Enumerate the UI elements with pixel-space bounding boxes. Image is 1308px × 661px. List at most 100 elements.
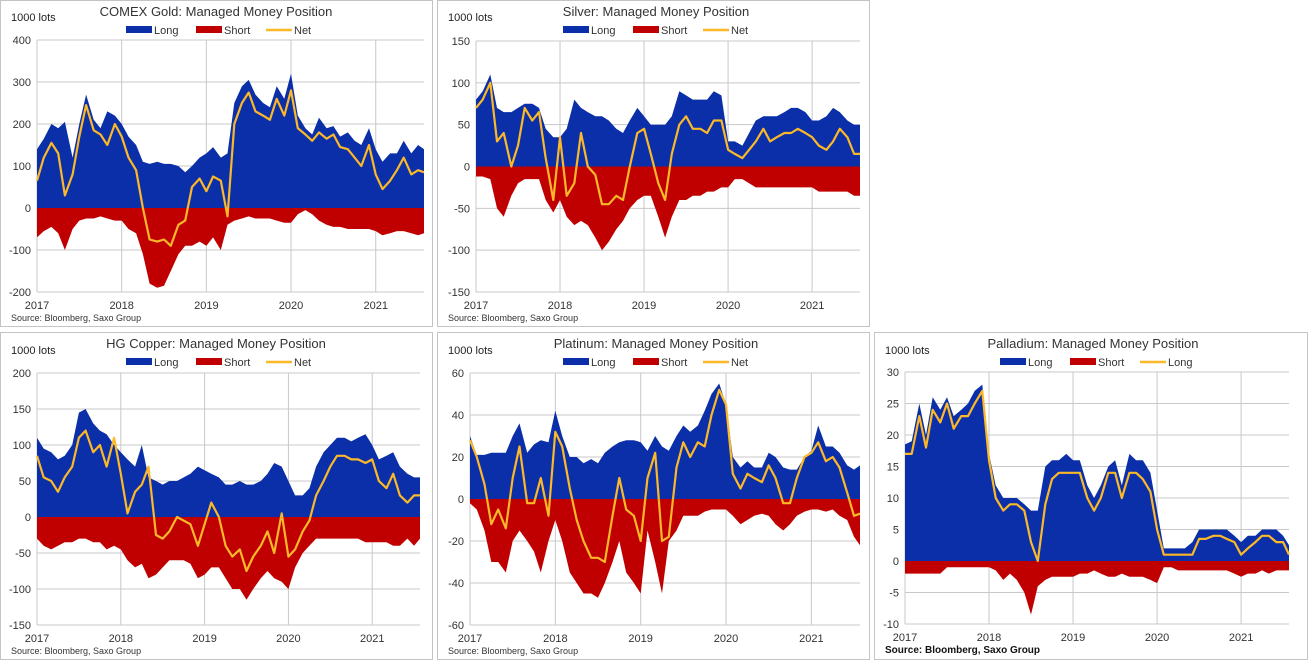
legend-item-long: Long (126, 25, 178, 37)
legend-item-short: Short (1070, 357, 1124, 369)
area-long (37, 409, 420, 517)
y-tick-label: 100 (13, 440, 31, 452)
x-tick-label: 2019 (1061, 632, 1085, 644)
legend-item-long: Long (126, 357, 178, 369)
y-tick-label: 0 (893, 556, 899, 568)
y-tick-label: 5 (893, 525, 899, 537)
legend-label: Net (294, 357, 311, 369)
y-tick-label: 0 (25, 512, 31, 524)
legend-swatch (563, 358, 589, 365)
legend-swatch (633, 358, 659, 365)
unit-label: 1000 lots (11, 12, 56, 24)
y-tick-label: -100 (448, 245, 470, 257)
y-tick-label: 40 (452, 410, 464, 422)
chart-title: HG Copper: Managed Money Position (106, 336, 326, 351)
y-tick-label: 60 (452, 368, 464, 380)
chart-panel-palladium: Palladium: Managed Money Position 1000 lo… (874, 332, 1308, 660)
x-tick-label: 2021 (799, 633, 823, 645)
y-tick-label: 15 (887, 462, 899, 474)
legend-swatch (196, 26, 222, 33)
legend-label: Long (591, 25, 615, 37)
legend-label: Short (1098, 357, 1124, 369)
legend-label: Net (731, 25, 748, 37)
legend-item-short: Short (633, 357, 687, 369)
x-tick-label: 2018 (109, 300, 133, 312)
x-tick-label: 2020 (276, 633, 300, 645)
area-short (37, 208, 424, 288)
y-tick-label: 0 (458, 494, 464, 506)
y-tick-label: -5 (889, 588, 899, 600)
x-tick-label: 2017 (25, 633, 49, 645)
legend-label: Long (591, 357, 615, 369)
y-tick-label: -150 (9, 620, 31, 632)
unit-label: 1000 lots (448, 12, 493, 24)
chart-title: Platinum: Managed Money Position (554, 336, 759, 351)
y-tick-label: 100 (452, 78, 470, 90)
area-long (905, 384, 1289, 561)
legend-label: Net (731, 357, 748, 369)
area-long (37, 73, 424, 208)
source-note: Source: Bloomberg, Saxo Group (885, 645, 1040, 656)
chart-palladium: Palladium: Managed Money Position 1000 lo… (883, 336, 1290, 656)
legend-item-short: Short (633, 25, 687, 37)
y-tick-label: 200 (13, 368, 31, 380)
chart-panel-platinum: Platinum: Managed Money Position 1000 lot… (437, 332, 870, 660)
legend-label: Long (154, 25, 178, 37)
legend-swatch (1000, 358, 1026, 365)
x-tick-label: 2019 (628, 633, 652, 645)
legend-label: Short (224, 357, 250, 369)
legend-item-long: Long (563, 25, 615, 37)
chart-gold: COMEX Gold: Managed Money Position 1000 l… (9, 4, 425, 323)
legend-item-long: Long (1000, 357, 1052, 369)
legend-item-long: Long (563, 357, 615, 369)
y-tick-label: 25 (887, 399, 899, 411)
legend-item-net: Net (703, 25, 748, 37)
y-tick-label: -20 (448, 536, 464, 548)
line-net (35, 429, 420, 573)
unit-label: 1000 lots (885, 345, 930, 357)
legend-swatch (633, 26, 659, 33)
x-tick-label: 2020 (1145, 632, 1169, 644)
unit-label: 1000 lots (11, 345, 56, 357)
legend-swatch (196, 358, 222, 365)
y-tick-label: -60 (448, 620, 464, 632)
y-tick-label: 400 (13, 35, 31, 47)
x-tick-label: 2021 (360, 633, 384, 645)
legend-swatch (563, 26, 589, 33)
x-tick-label: 2018 (977, 632, 1001, 644)
line-net (35, 89, 425, 247)
chart-title: Silver: Managed Money Position (563, 4, 749, 19)
line-net (905, 389, 1290, 563)
x-tick-label: 2019 (192, 633, 216, 645)
area-short (37, 517, 420, 600)
source-note: Source: Bloomberg, Saxo Group (448, 646, 578, 656)
y-tick-label: -50 (454, 203, 470, 215)
y-tick-label: -200 (9, 287, 31, 299)
line-net (475, 81, 860, 206)
area-short (470, 499, 860, 598)
y-tick-label: 10 (887, 493, 899, 505)
legend-item-net: Net (266, 25, 311, 37)
y-tick-label: 50 (19, 476, 31, 488)
x-tick-label: 2020 (714, 633, 738, 645)
y-tick-label: 20 (887, 430, 899, 442)
legend-item-long: Long (1140, 357, 1192, 369)
area-long (470, 383, 860, 499)
y-tick-label: -50 (15, 548, 31, 560)
chart-panel-copper: HG Copper: Managed Money Position 1000 lo… (0, 332, 433, 660)
legend-item-net: Net (266, 357, 311, 369)
x-tick-label: 2020 (279, 300, 303, 312)
x-tick-label: 2017 (893, 632, 917, 644)
legend-swatch (126, 26, 152, 33)
legend-label: Short (224, 25, 250, 37)
source-note: Source: Bloomberg, Saxo Group (11, 313, 141, 323)
y-tick-label: 150 (13, 404, 31, 416)
y-tick-label: -100 (9, 584, 31, 596)
y-tick-label: 20 (452, 452, 464, 464)
legend-swatch (126, 358, 152, 365)
y-tick-label: 200 (13, 119, 31, 131)
chart-panel-gold: COMEX Gold: Managed Money Position 1000 l… (0, 0, 433, 327)
y-tick-label: -150 (448, 287, 470, 299)
x-tick-label: 2019 (632, 300, 656, 312)
legend-item-short: Short (196, 357, 250, 369)
